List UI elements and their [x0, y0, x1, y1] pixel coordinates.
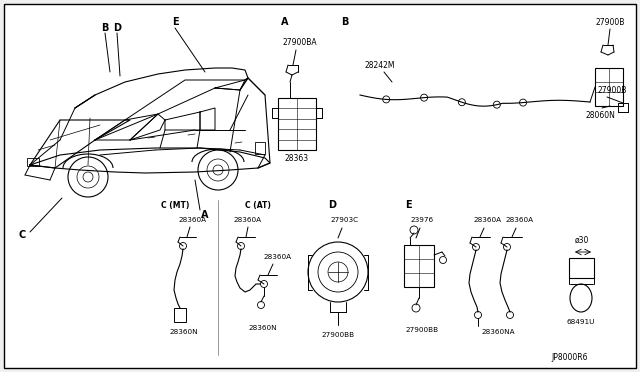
Text: 27900B: 27900B: [595, 17, 625, 26]
Text: 28242M: 28242M: [365, 61, 396, 70]
Text: A: A: [201, 210, 209, 220]
Text: ø30: ø30: [575, 235, 589, 244]
Text: 28360A: 28360A: [506, 217, 534, 223]
Text: A: A: [281, 17, 289, 27]
Text: 23976: 23976: [410, 217, 433, 223]
Bar: [174, 308, 186, 322]
Text: B: B: [341, 17, 349, 27]
Text: 28360N: 28360N: [249, 325, 277, 331]
Text: 27900BB: 27900BB: [321, 332, 355, 338]
Text: 27903C: 27903C: [331, 217, 359, 223]
Bar: [569, 258, 594, 278]
Text: C: C: [19, 230, 26, 240]
Text: D: D: [328, 200, 336, 210]
Text: 27900BA: 27900BA: [283, 38, 317, 46]
Text: 28360NA: 28360NA: [481, 329, 515, 335]
Bar: [278, 98, 316, 150]
Text: 28360A: 28360A: [474, 217, 502, 223]
Bar: [404, 245, 434, 287]
Text: E: E: [404, 200, 412, 210]
Text: 28360A: 28360A: [264, 254, 292, 260]
Text: E: E: [172, 17, 179, 27]
Text: 27900B: 27900B: [597, 86, 627, 94]
Text: JP8000R6: JP8000R6: [552, 353, 588, 362]
Text: 68491U: 68491U: [567, 319, 595, 325]
Text: C (AT): C (AT): [245, 201, 271, 209]
Text: C (MT): C (MT): [161, 201, 189, 209]
Text: 28060N: 28060N: [585, 110, 615, 119]
Text: D: D: [113, 23, 121, 33]
Text: 28360A: 28360A: [179, 217, 207, 223]
Text: 28360A: 28360A: [234, 217, 262, 223]
Bar: [595, 68, 623, 106]
Text: 28363: 28363: [285, 154, 309, 163]
Bar: [255, 142, 265, 154]
Text: B: B: [101, 23, 109, 33]
Text: 27900BB: 27900BB: [405, 327, 438, 333]
Bar: [27, 158, 39, 166]
Text: 28360N: 28360N: [170, 329, 198, 335]
